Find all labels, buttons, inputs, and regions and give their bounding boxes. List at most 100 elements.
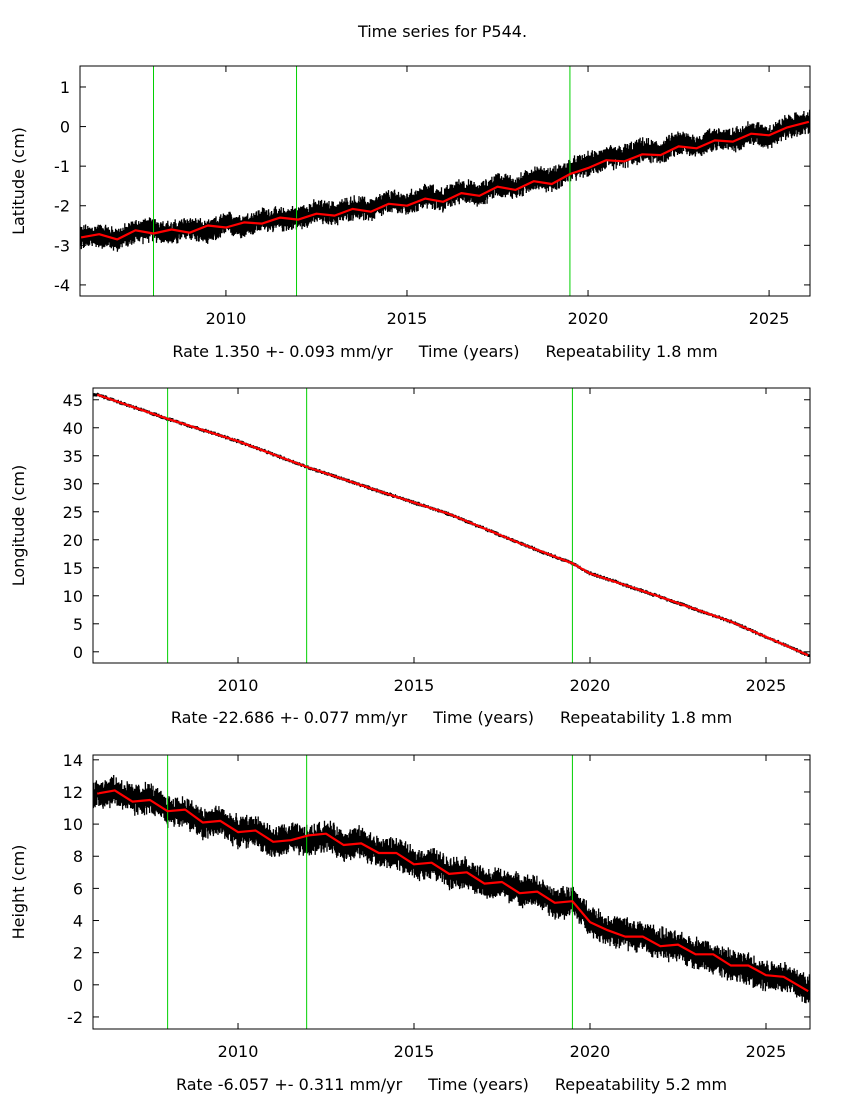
data-point [604, 157, 608, 160]
panel-height: 14 12 10 8 6 4 2 0 -2 2010 2015 2020 2025 Height (cm)… [9, 751, 811, 1094]
data-point [586, 162, 590, 166]
x-tick-label: 2020 [570, 1042, 611, 1061]
data-point [260, 218, 264, 221]
x-axis-footer: Rate -22.686 +- 0.077 mm/yr Time (years) R… [171, 708, 732, 727]
data-point [532, 176, 535, 180]
y-tick-label: 20 [63, 531, 83, 550]
plot-frame [92, 754, 811, 1030]
model-line-longitude [96, 393, 809, 657]
x-tick-label: 2020 [570, 676, 611, 695]
data-point [518, 888, 521, 892]
data-cloud [93, 775, 810, 1004]
x-axis-label: Time (years) [418, 342, 520, 361]
y-tick-label: 6 [73, 879, 83, 898]
plot-area [93, 388, 810, 663]
y-tick-label: 5 [73, 615, 83, 634]
y-tick-label: 0 [60, 118, 70, 137]
plot-area [93, 755, 810, 1029]
y-axis-label: Longitude (cm) [9, 465, 28, 587]
x-axis-footer: Rate 1.350 +- 0.093 mm/yr Time (years) Rep… [172, 342, 717, 361]
x-tick-label: 2025 [746, 676, 787, 695]
y-tick-label: 35 [63, 447, 83, 466]
data-point [224, 222, 228, 225]
x-tick-label: 2010 [218, 676, 259, 695]
data-point [188, 226, 191, 229]
y-tick-label: 30 [63, 475, 83, 494]
y-tick-label: 14 [63, 751, 83, 770]
data-point [713, 137, 716, 140]
y-axis-label: Height (cm) [9, 845, 28, 940]
x-axis-footer: Rate -6.057 +- 0.311 mm/yr Time (years) Re… [176, 1075, 727, 1094]
x-tick-label: 2020 [568, 309, 609, 328]
data-cloud [93, 392, 810, 657]
x-tick-label: 2015 [394, 1042, 435, 1061]
data-point [677, 141, 680, 144]
data-point [460, 188, 463, 192]
data-cloud [80, 109, 810, 252]
x-tick-label: 2015 [387, 309, 428, 328]
data-point [279, 218, 282, 221]
y-tick-label: 2 [73, 944, 83, 963]
y-tick-label: 25 [63, 503, 83, 522]
data-point [387, 200, 391, 203]
plot-frame [92, 387, 811, 664]
y-tick-label: 12 [63, 783, 83, 802]
x-axis-label: Time (years) [427, 1075, 529, 1094]
chart-title: Time series for P544. [357, 22, 528, 41]
y-tick-label: 40 [63, 419, 83, 438]
x-tick-label: 2025 [746, 1042, 787, 1061]
data-point [242, 224, 246, 227]
panel-latitude: 1 0 -1 -2 -3 -4 2010 2015 2020 2025 Latitude (cm) R… [9, 65, 811, 361]
y-tick-label: 10 [63, 815, 83, 834]
y-tick-label: -2 [54, 197, 70, 216]
data-series-longitude [93, 392, 810, 657]
data-point [206, 232, 210, 235]
data-point [747, 967, 750, 970]
rate-text: Rate 1.350 +- 0.093 mm/yr [172, 342, 393, 361]
y-tick-label: 15 [63, 559, 83, 578]
data-point [423, 194, 427, 198]
plot-area [80, 66, 810, 296]
y-tick-label: 0 [73, 643, 83, 662]
plot-frame [79, 65, 811, 297]
data-point [307, 840, 310, 843]
x-tick-label: 2010 [218, 1042, 259, 1061]
y-tick-label: 4 [73, 912, 83, 931]
y-tick-label: -1 [54, 157, 70, 176]
model-line-latitude [80, 120, 810, 241]
data-point [550, 178, 554, 182]
rate-text: Rate -6.057 +- 0.311 mm/yr [176, 1075, 403, 1094]
repeatability-text: Repeatability 1.8 mm [546, 342, 718, 361]
data-point [315, 210, 318, 213]
x-tick-label: 2015 [394, 676, 435, 695]
y-tick-label: 45 [63, 391, 83, 410]
data-point [641, 149, 644, 152]
data-point [712, 956, 715, 959]
data-series-height [93, 775, 810, 1004]
y-tick-label: -2 [67, 1008, 83, 1027]
y-tick-label: -4 [54, 276, 70, 295]
y-tick-label: 8 [73, 847, 83, 866]
x-tick-label: 2025 [749, 309, 790, 328]
y-tick-label: -3 [54, 236, 70, 255]
x-tick-label: 2010 [206, 309, 247, 328]
repeatability-text: Repeatability 1.8 mm [560, 708, 732, 727]
y-tick-label: 1 [60, 78, 70, 97]
model-line-height [97, 789, 809, 993]
x-axis-label: Time (years) [432, 708, 534, 727]
y-tick-label: 0 [73, 976, 83, 995]
data-series-latitude [80, 109, 810, 252]
data-point [170, 232, 173, 235]
y-axis-label: Latitude (cm) [9, 127, 28, 235]
data-point [659, 151, 662, 154]
data-point [676, 946, 680, 950]
data-point [553, 903, 557, 906]
data-point [297, 216, 300, 219]
y-tick-label: 10 [63, 587, 83, 606]
data-point [623, 155, 626, 158]
data-point [496, 182, 499, 186]
data-point [624, 932, 627, 935]
data-point [659, 941, 662, 945]
repeatability-text: Repeatability 5.2 mm [555, 1075, 727, 1094]
